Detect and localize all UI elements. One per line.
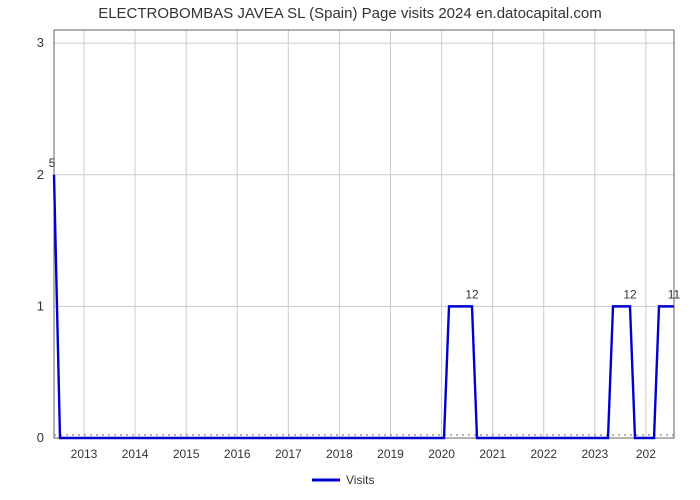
x-tick-label: 2021: [479, 447, 506, 461]
x-tick-label: 202: [636, 447, 656, 461]
data-point-label: 5: [49, 156, 56, 170]
x-tick-label: 2023: [581, 447, 608, 461]
y-tick-label: 3: [37, 35, 44, 50]
x-tick-label: 2014: [122, 447, 149, 461]
y-tick-label: 1: [37, 298, 44, 313]
data-point-label: 12: [465, 287, 479, 301]
chart-container: ELECTROBOMBAS JAVEA SL (Spain) Page visi…: [0, 0, 700, 500]
x-tick-label: 2018: [326, 447, 353, 461]
x-tick-label: 2022: [530, 447, 557, 461]
y-tick-label: 2: [37, 167, 44, 182]
y-tick-label: 0: [37, 430, 44, 445]
x-tick-label: 2019: [377, 447, 404, 461]
x-tick-label: 2017: [275, 447, 302, 461]
data-point-label: 11: [668, 287, 681, 301]
x-tick-label: 2016: [224, 447, 251, 461]
chart-title: ELECTROBOMBAS JAVEA SL (Spain) Page visi…: [98, 5, 602, 22]
chart-svg: ELECTROBOMBAS JAVEA SL (Spain) Page visi…: [0, 0, 700, 500]
x-tick-label: 2020: [428, 447, 455, 461]
legend-label: Visits: [346, 473, 374, 487]
x-tick-label: 2013: [71, 447, 98, 461]
x-tick-label: 2015: [173, 447, 200, 461]
data-point-label: 12: [623, 287, 637, 301]
